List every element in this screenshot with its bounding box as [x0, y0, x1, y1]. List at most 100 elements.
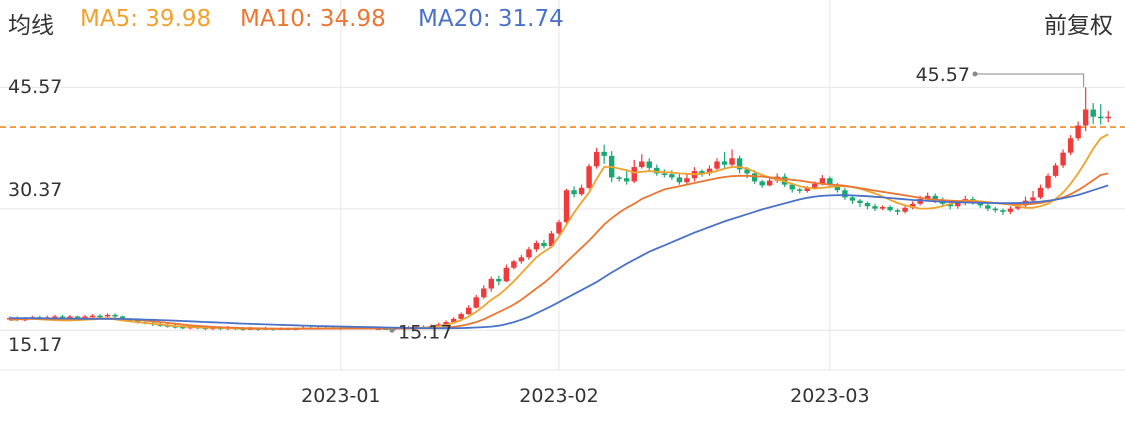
candle-body: [466, 307, 472, 315]
candle-body: [496, 278, 502, 282]
max-annotation-dot: [972, 71, 978, 77]
ma20-label: MA20:: [418, 6, 491, 32]
ma5-value: 39.98: [145, 6, 212, 32]
candle-body: [992, 208, 999, 211]
candle-body: [180, 326, 186, 329]
candle-body: [624, 178, 630, 182]
candle-body: [59, 316, 66, 318]
candle-body: [601, 151, 607, 156]
candle-body: [744, 169, 750, 174]
x-tick-label-feb: 2023-02: [519, 385, 598, 407]
candle-body: [488, 278, 494, 289]
candle-body: [669, 174, 675, 178]
ma20-value: 31.74: [497, 6, 564, 32]
candle-body: [1060, 152, 1066, 166]
candle-body: [82, 316, 88, 318]
candle-body: [578, 187, 585, 195]
candle-body: [955, 203, 961, 207]
min-annotation-dot: [389, 327, 395, 333]
max-annotation-leader: [975, 73, 1085, 88]
candle-body: [676, 177, 683, 183]
candle-body: [684, 178, 690, 183]
candle-body: [1082, 109, 1089, 126]
candle-body: [819, 178, 826, 184]
candle-body: [52, 316, 58, 318]
candle-body: [849, 197, 856, 201]
candle-body: [533, 242, 540, 250]
candle-body: [1090, 109, 1096, 117]
candle-body: [654, 167, 660, 174]
candle-body: [834, 184, 841, 191]
candle-body: [804, 187, 810, 192]
candle-body: [74, 316, 81, 318]
candle-body: [827, 178, 833, 185]
y-axis-labels: 45.57 30.37 15.17: [8, 76, 62, 356]
candle-body: [563, 190, 570, 223]
candle-body: [751, 173, 758, 182]
candle-body: [511, 261, 517, 268]
y-tick-label-top: 45.57: [8, 76, 62, 98]
ma5-legend: MA5: 39.98: [80, 6, 211, 32]
chart-title: 均线: [8, 13, 54, 39]
candle-body: [473, 297, 479, 308]
candle-body: [977, 202, 984, 206]
candle-body: [706, 168, 713, 174]
candle-body: [526, 249, 532, 258]
candle-body: [119, 316, 126, 319]
candle-body: [661, 173, 668, 175]
ma10-value: 34.98: [319, 6, 386, 32]
candle-body: [1067, 138, 1074, 153]
annotations: 45.57 15.17: [389, 64, 1085, 343]
candle-body: [1000, 210, 1006, 212]
candle-body: [541, 242, 547, 247]
candle-body: [879, 206, 886, 209]
ma20-legend: MA20: 31.74: [418, 6, 564, 32]
candle-body: [481, 288, 487, 298]
ma5-line: [9, 133, 1109, 330]
candle-body: [842, 190, 848, 198]
max-annotation-label: 45.57: [916, 64, 970, 86]
candle-body: [714, 161, 720, 169]
candle-body: [789, 184, 795, 190]
candle-body: [932, 195, 938, 200]
candle-body: [736, 158, 743, 170]
candle-body: [721, 161, 728, 165]
candle-body: [1045, 175, 1051, 188]
candle-body: [89, 315, 96, 318]
candle-body: [646, 161, 652, 168]
y-tick-label-mid: 30.37: [8, 179, 62, 201]
candle-body: [797, 189, 803, 192]
candle-body: [112, 314, 118, 317]
ma5-label: MA5:: [80, 6, 138, 32]
candle-body: [894, 210, 901, 212]
candle-body: [887, 206, 893, 211]
candle-body: [985, 205, 991, 209]
ma10-label: MA10:: [240, 6, 313, 32]
candle-body: [1007, 208, 1014, 212]
candle-body: [812, 183, 818, 188]
candle-body: [909, 203, 916, 208]
candle-body: [571, 190, 577, 195]
candle-body: [586, 166, 592, 188]
min-annotation-label: 15.17: [398, 321, 452, 343]
ma10-legend: MA10: 34.98: [240, 6, 386, 32]
candle-body: [518, 257, 525, 262]
candle-body: [631, 167, 637, 182]
candle-body: [503, 267, 510, 282]
candle-body: [450, 318, 457, 323]
x-axis-labels: 2023-01 2023-02 2023-03: [301, 385, 869, 407]
y-tick-label-bottom: 15.17: [8, 334, 62, 356]
adjust-mode-button[interactable]: 前复权: [1044, 13, 1113, 39]
candle-body: [699, 171, 705, 174]
candle-body: [924, 195, 931, 200]
candle-body: [729, 158, 735, 165]
candle-body: [593, 151, 600, 167]
candle-body: [1098, 116, 1104, 119]
x-tick-label-mar: 2023-03: [790, 385, 869, 407]
candle-body: [639, 161, 645, 168]
candle-body: [902, 207, 908, 212]
candle-body: [97, 315, 103, 318]
candle-body: [872, 206, 878, 209]
moving-average-lines: [9, 133, 1109, 330]
